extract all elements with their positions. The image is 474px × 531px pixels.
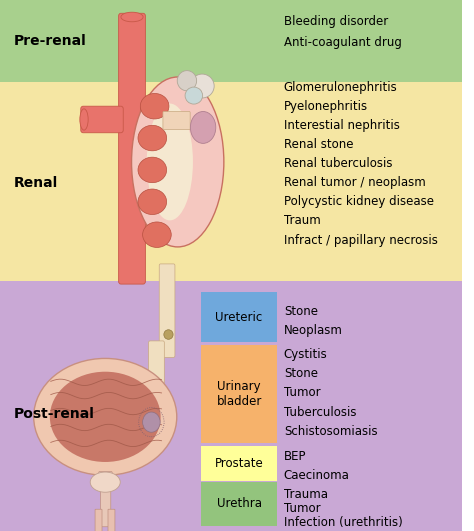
Ellipse shape	[80, 109, 88, 130]
Text: Infract / papillary necrosis: Infract / papillary necrosis	[284, 234, 438, 246]
Ellipse shape	[140, 93, 169, 119]
FancyBboxPatch shape	[108, 509, 115, 531]
Text: BEP: BEP	[284, 450, 306, 463]
Text: Post-renal: Post-renal	[14, 407, 95, 421]
Text: Tumor: Tumor	[284, 502, 320, 515]
Text: Renal tumor / neoplasm: Renal tumor / neoplasm	[284, 176, 426, 189]
Bar	[201, 292, 277, 342]
Ellipse shape	[50, 372, 161, 462]
Text: Ureteric: Ureteric	[216, 311, 263, 323]
Text: Cystitis: Cystitis	[284, 348, 328, 361]
Text: Pre-renal: Pre-renal	[14, 34, 87, 48]
FancyBboxPatch shape	[95, 509, 102, 531]
Text: Glomerulonephritis: Glomerulonephritis	[284, 81, 398, 93]
FancyBboxPatch shape	[118, 13, 146, 284]
Text: Caecinoma: Caecinoma	[284, 469, 350, 482]
FancyBboxPatch shape	[141, 106, 189, 133]
Text: Urethra: Urethra	[217, 498, 262, 510]
Text: Traum: Traum	[284, 215, 320, 227]
Text: Interestial nephritis: Interestial nephritis	[284, 119, 400, 132]
FancyBboxPatch shape	[81, 106, 123, 133]
Text: Prostate: Prostate	[215, 457, 264, 469]
Text: Urinary
bladder: Urinary bladder	[217, 380, 262, 408]
Text: Trauma: Trauma	[284, 489, 328, 501]
FancyBboxPatch shape	[100, 485, 111, 527]
Ellipse shape	[143, 412, 160, 432]
Ellipse shape	[138, 189, 167, 215]
Ellipse shape	[164, 330, 173, 339]
Text: Pyelonephritis: Pyelonephritis	[284, 100, 368, 113]
Ellipse shape	[138, 125, 167, 151]
Bar	[201, 345, 277, 443]
Text: Anti-coagulant drug: Anti-coagulant drug	[284, 36, 402, 49]
Bar	[0, 82, 462, 281]
Text: Renal stone: Renal stone	[284, 138, 353, 151]
Ellipse shape	[34, 358, 177, 475]
Text: Polycystic kidney disease: Polycystic kidney disease	[284, 195, 434, 208]
Text: Schistosomiasis: Schistosomiasis	[284, 425, 377, 438]
Bar	[0, 0, 462, 82]
Ellipse shape	[132, 77, 224, 247]
Text: Neoplasm: Neoplasm	[284, 324, 343, 337]
Text: Bleeding disorder: Bleeding disorder	[284, 15, 388, 28]
Text: Stone: Stone	[284, 305, 318, 318]
Ellipse shape	[190, 74, 214, 98]
Bar	[201, 446, 277, 481]
FancyBboxPatch shape	[159, 264, 175, 357]
Text: Stone: Stone	[284, 367, 318, 380]
Ellipse shape	[90, 472, 120, 492]
Ellipse shape	[121, 12, 143, 22]
Ellipse shape	[177, 71, 197, 91]
Ellipse shape	[147, 104, 193, 220]
Bar	[0, 281, 462, 531]
FancyBboxPatch shape	[149, 341, 164, 389]
Text: Renal tuberculosis: Renal tuberculosis	[284, 157, 392, 170]
FancyBboxPatch shape	[163, 112, 190, 130]
Text: Infection (urethritis): Infection (urethritis)	[284, 516, 402, 529]
Text: Tuberculosis: Tuberculosis	[284, 406, 356, 418]
FancyBboxPatch shape	[99, 472, 112, 480]
Bar	[201, 482, 277, 526]
Ellipse shape	[185, 87, 202, 104]
Text: Renal: Renal	[14, 176, 58, 190]
Ellipse shape	[143, 222, 171, 247]
Ellipse shape	[191, 112, 216, 143]
Text: Tumor: Tumor	[284, 387, 320, 399]
Ellipse shape	[138, 157, 167, 183]
